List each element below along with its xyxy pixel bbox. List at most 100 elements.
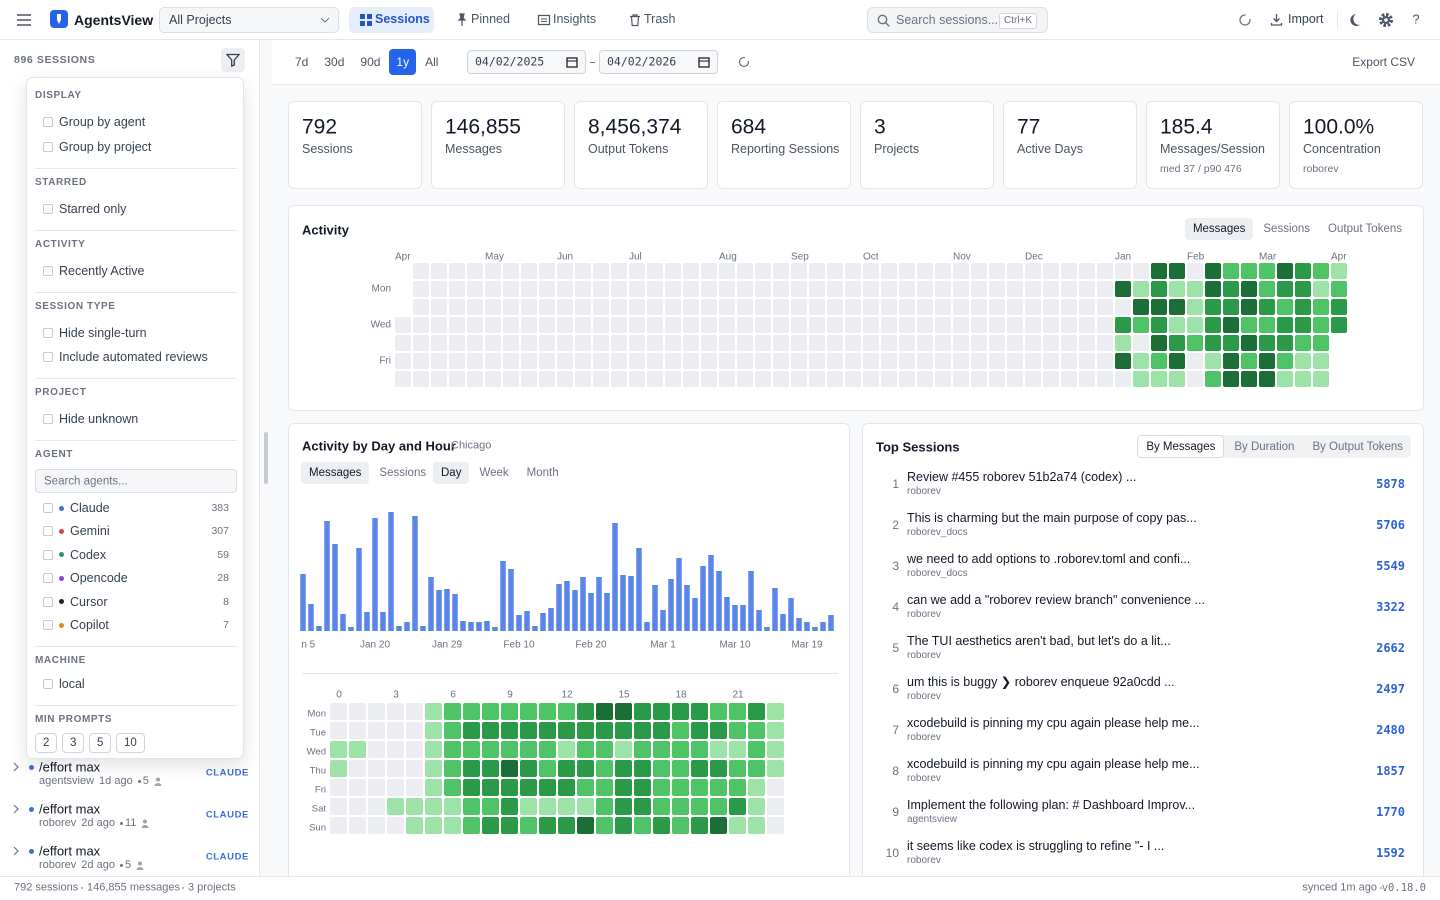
min-prompts-button[interactable]: 2 (35, 733, 57, 753)
checkbox[interactable] (43, 620, 53, 630)
date-to-input[interactable]: 04/02/2026 (599, 50, 718, 74)
session-project: roborev (907, 610, 941, 620)
divider (35, 230, 237, 231)
resize-handle[interactable] (264, 432, 268, 484)
agent-search[interactable]: Search agents... (35, 469, 237, 493)
agent-name[interactable]: Cursor (70, 595, 108, 608)
checkbox[interactable] (43, 204, 53, 214)
logo-icon (50, 10, 68, 28)
nav-tab[interactable]: Insights (527, 7, 611, 33)
checkbox[interactable] (43, 573, 53, 583)
top-session-row[interactable]: 9Implement the following plan: # Dashboa… (863, 793, 1423, 833)
checkbox[interactable] (43, 328, 53, 338)
range-button[interactable]: All (418, 49, 445, 75)
toggle-button[interactable]: Sessions (371, 462, 434, 484)
agent-name[interactable]: Copilot (70, 619, 109, 632)
sync-icon[interactable] (1238, 13, 1252, 27)
option-label[interactable]: Group by project (59, 140, 151, 153)
agent-name[interactable]: Gemini (70, 525, 110, 538)
session-title: The TUI aesthetics aren't bad, but let's… (907, 635, 1171, 648)
nav-tab[interactable]: Pinned (445, 7, 519, 33)
option-label[interactable]: local (59, 678, 85, 691)
refresh-icon[interactable] (738, 56, 750, 68)
checkbox[interactable] (43, 679, 53, 689)
min-prompts-button[interactable]: 10 (116, 733, 145, 753)
option-label[interactable]: Hide single-turn (59, 326, 147, 339)
min-prompts-button[interactable]: 5 (89, 733, 111, 753)
checkbox[interactable] (43, 266, 53, 276)
checkbox[interactable] (43, 414, 53, 424)
agent-name[interactable]: Opencode (70, 572, 128, 585)
agent-name[interactable]: Codex (70, 549, 106, 562)
project-select[interactable]: All Projects (159, 7, 339, 33)
settings-icon[interactable] (1378, 12, 1394, 28)
range-button[interactable]: 1y (389, 49, 416, 75)
option-label[interactable]: Include automated reviews (59, 351, 208, 364)
checkbox[interactable] (43, 117, 53, 127)
theme-icon[interactable] (1348, 12, 1364, 28)
session-age: 2d ago (81, 859, 115, 871)
stat-value: 792 (302, 117, 337, 138)
range-button[interactable]: 30d (317, 49, 351, 75)
stat-value: 684 (731, 117, 766, 138)
top-session-row[interactable]: 2This is charming but the main purpose o… (863, 506, 1423, 546)
section-title: STARRED (35, 178, 87, 188)
agent-name[interactable]: Claude (70, 502, 110, 515)
checkbox[interactable] (43, 142, 53, 152)
agent-dot (59, 599, 64, 604)
top-session-row[interactable]: 8xcodebuild is pinning my cpu again plea… (863, 752, 1423, 792)
stat-label: Output Tokens (588, 143, 668, 156)
checkbox[interactable] (43, 503, 53, 513)
top-session-row[interactable]: 10it seems like codex is struggling to r… (863, 834, 1423, 874)
import-button[interactable]: Import (1288, 13, 1323, 26)
stat-label: Concentration (1303, 143, 1381, 156)
toggle-button[interactable]: Day (433, 462, 469, 484)
export-button[interactable]: Export CSV (1352, 56, 1415, 68)
tab-label: Pinned (471, 13, 510, 26)
nav-tab[interactable]: Sessions (349, 7, 434, 33)
nav-tab[interactable]: Trash (618, 7, 685, 33)
range-button[interactable]: 7d (288, 49, 315, 75)
checkbox[interactable] (43, 526, 53, 536)
toggle-button[interactable]: Week (471, 462, 516, 484)
toggle-button[interactable]: Messages (1185, 218, 1253, 240)
min-prompts-button[interactable]: 3 (62, 733, 84, 753)
toggle-button[interactable]: By Messages (1137, 435, 1224, 458)
toggle-button[interactable]: Sessions (1255, 218, 1318, 240)
top-session-row[interactable]: 7xcodebuild is pinning my cpu again plea… (863, 711, 1423, 751)
top-session-row[interactable]: 3we need to add options to .roborev.toml… (863, 547, 1423, 587)
top-session-row[interactable]: 5The TUI aesthetics aren't bad, but let'… (863, 629, 1423, 669)
top-session-row[interactable]: 6um this is buggy ❯ roborev enqueue 92a0… (863, 670, 1423, 710)
date-from-input[interactable]: 04/02/2025 (467, 50, 586, 74)
menu-icon[interactable] (16, 12, 32, 28)
filter-button[interactable] (221, 48, 245, 72)
stat-card: 8,456,374Output Tokens (574, 101, 708, 189)
checkbox[interactable] (43, 352, 53, 362)
option-label[interactable]: Recently Active (59, 264, 144, 277)
session-meta: roborev2d ago11 (39, 818, 149, 828)
search-box[interactable]: Search sessions... Ctrl+K (867, 7, 1048, 33)
session-message-count: 11 (125, 817, 136, 829)
toggle-button[interactable]: By Output Tokens (1304, 435, 1411, 458)
option-label[interactable]: Hide unknown (59, 413, 138, 426)
toggle-button[interactable]: By Duration (1226, 435, 1302, 458)
toggle-button[interactable]: Messages (301, 462, 369, 484)
session-row[interactable]: /effort maxroborev2d ago11CLAUDE (0, 795, 259, 833)
session-row[interactable]: /effort maxroborev2d ago5CLAUDE (0, 837, 259, 875)
dot (81, 887, 83, 889)
top-session-row[interactable]: 4can we add a "roborev review branch" co… (863, 588, 1423, 628)
divider (35, 292, 237, 293)
toggle-button[interactable]: Output Tokens (1320, 218, 1410, 240)
checkbox[interactable] (43, 550, 53, 560)
session-title: /effort max (39, 803, 100, 816)
top-session-row[interactable]: 1Review #455 roborev 51b2a74 (codex) ...… (863, 465, 1423, 505)
help-button[interactable]: ? (1412, 13, 1419, 26)
option-label[interactable]: Starred only (59, 202, 126, 215)
option-label[interactable]: Group by agent (59, 116, 145, 129)
checkbox[interactable] (43, 597, 53, 607)
status-sessions: 792 sessions (14, 883, 78, 894)
session-age: 1d ago (99, 775, 133, 787)
range-button[interactable]: 90d (353, 49, 387, 75)
toggle-button[interactable]: Month (519, 462, 567, 484)
